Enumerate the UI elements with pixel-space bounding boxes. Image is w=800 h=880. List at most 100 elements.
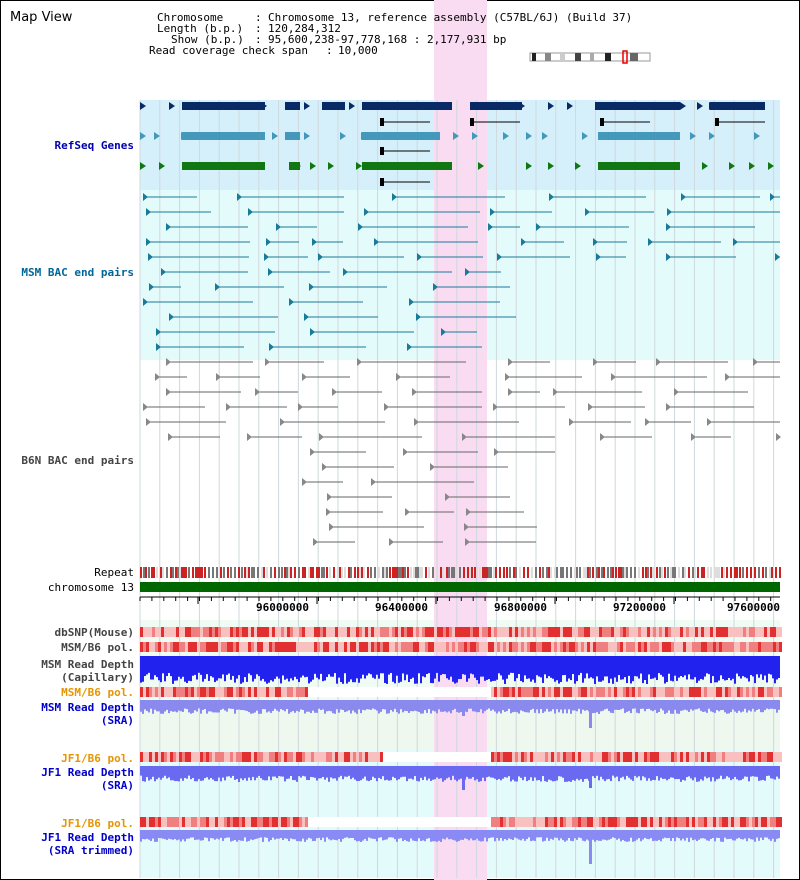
heat-cell xyxy=(722,627,725,637)
heat-cell xyxy=(647,642,650,652)
heat-cell xyxy=(506,817,509,827)
depth-bar xyxy=(344,830,346,838)
heat-gap xyxy=(440,752,443,762)
depth-bar xyxy=(352,766,354,778)
heat-cell xyxy=(305,642,308,652)
heat-cell xyxy=(719,687,722,697)
depth-bar xyxy=(226,656,228,675)
depth-bar xyxy=(482,766,484,778)
heat-cell xyxy=(722,752,725,762)
depth-bar xyxy=(480,830,482,842)
depth-bar xyxy=(756,656,758,675)
depth-bar xyxy=(606,766,608,780)
repeat-mark xyxy=(378,567,380,578)
track-label-refseq[interactable]: RefSeq Genes xyxy=(54,139,134,152)
heat-cell xyxy=(230,627,233,637)
gene-arrow xyxy=(567,102,573,110)
depth-bar xyxy=(498,766,500,779)
depth-bar xyxy=(708,766,710,778)
heat-cell xyxy=(146,817,149,827)
depth-bar xyxy=(582,830,584,841)
depth-bar xyxy=(348,656,350,682)
gene-arrow xyxy=(295,162,301,170)
heat-cell xyxy=(293,627,296,637)
msm-end xyxy=(667,208,672,216)
track-label-msm-depth-cap-1[interactable]: MSM Read Depth xyxy=(41,658,134,671)
depth-bar xyxy=(576,656,578,682)
repeat-mark xyxy=(730,567,732,578)
heat-cell xyxy=(671,627,674,637)
track-label-msm-bac[interactable]: MSM BAC end pairs xyxy=(21,266,134,279)
repeat-mark xyxy=(703,567,705,578)
depth-bar xyxy=(556,830,558,838)
heat-cell xyxy=(662,642,665,652)
heat-cell xyxy=(572,642,575,652)
depth-bar xyxy=(674,700,676,710)
depth-bar xyxy=(354,656,356,683)
heat-cell xyxy=(509,817,512,827)
depth-bar xyxy=(298,656,300,683)
chromosome-value: Chromosome 13, reference assembly (C57BL… xyxy=(268,11,633,24)
track-label-jf1-depth-sra-1[interactable]: JF1 Read Depth xyxy=(41,766,134,779)
depth-bar xyxy=(534,830,536,841)
heat-cell xyxy=(767,687,770,697)
heat-cell xyxy=(179,642,182,652)
repeat-mark xyxy=(723,567,725,578)
repeat-mark xyxy=(153,567,155,578)
depth-bar xyxy=(200,656,202,675)
heat-cell xyxy=(152,627,155,637)
depth-bar xyxy=(158,766,160,778)
heat-cell xyxy=(602,752,605,762)
heat-cell xyxy=(575,642,578,652)
gene-arrow xyxy=(651,102,657,110)
msm-end xyxy=(521,238,526,246)
depth-bar xyxy=(710,766,712,782)
depth-bar xyxy=(360,656,362,679)
heat-cell xyxy=(740,817,743,827)
b6n-end xyxy=(226,403,231,411)
repeat-mark xyxy=(664,567,666,578)
heat-cell xyxy=(215,687,218,697)
depth-bar xyxy=(344,766,346,777)
depth-bar xyxy=(426,700,428,713)
depth-bar xyxy=(572,656,574,674)
track-label-jf1-b6-pol-2[interactable]: JF1/B6 pol. xyxy=(61,817,134,830)
depth-bar xyxy=(364,766,366,777)
depth-bar xyxy=(288,830,290,842)
depth-bar xyxy=(712,766,714,778)
depth-bar xyxy=(190,830,192,838)
track-label-dbsnp[interactable]: dbSNP(Mouse) xyxy=(54,626,134,639)
depth-bar xyxy=(434,766,436,780)
repeat-mark xyxy=(542,567,544,578)
track-label-msm-b6-pol-1[interactable]: MSM/B6 pol. xyxy=(61,641,134,654)
heat-cell xyxy=(170,817,173,827)
depth-bar xyxy=(538,830,540,838)
heat-cell xyxy=(260,627,263,637)
heat-cell xyxy=(551,687,554,697)
depth-bar xyxy=(682,830,684,839)
track-label-jf1-b6-pol-1[interactable]: JF1/B6 pol. xyxy=(61,752,134,765)
depth-bar xyxy=(200,766,202,781)
track-label-jf1-depth-trim-1[interactable]: JF1 Read Depth xyxy=(41,831,134,844)
heat-cell xyxy=(674,627,677,637)
heat-cell xyxy=(227,627,230,637)
track-label-msm-b6-pol-2[interactable]: MSM/B6 pol. xyxy=(61,686,134,699)
depth-bar xyxy=(314,766,316,778)
depth-bar xyxy=(424,656,426,678)
depth-bar xyxy=(474,656,476,678)
heat-cell xyxy=(377,642,380,652)
gene-arrow xyxy=(749,162,755,170)
heat-cell xyxy=(737,627,740,637)
track-label-msm-depth-sra-1[interactable]: MSM Read Depth xyxy=(41,701,134,714)
heat-cell xyxy=(140,687,143,697)
depth-bar xyxy=(148,700,150,713)
depth-bar xyxy=(140,656,142,683)
heat-cell xyxy=(290,642,293,652)
depth-bar xyxy=(722,656,724,680)
heat-cell xyxy=(668,687,671,697)
depth-bar xyxy=(192,656,194,676)
msm-end xyxy=(409,298,414,306)
b6n-end xyxy=(493,403,498,411)
track-label-b6n-bac[interactable]: B6N BAC end pairs xyxy=(21,454,134,467)
